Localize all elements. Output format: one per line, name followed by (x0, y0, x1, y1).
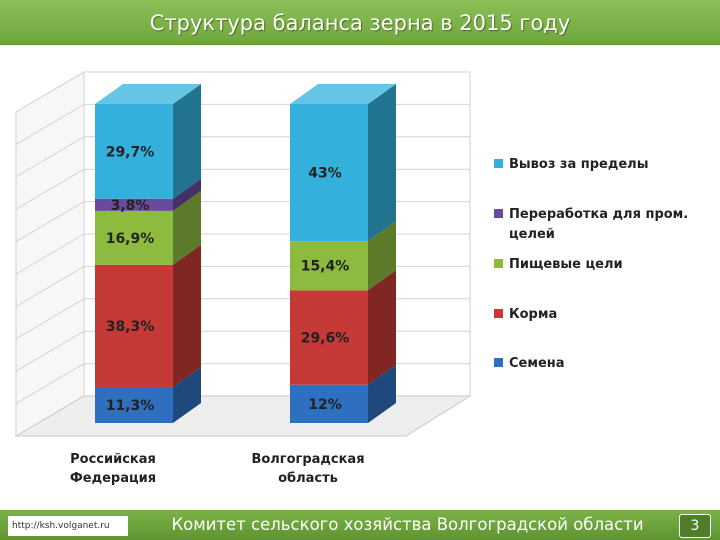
gridline (15, 103, 85, 145)
data-label: 16,9% (106, 231, 155, 247)
bar-top-face (290, 84, 396, 104)
gridline (15, 265, 85, 307)
gridline (15, 330, 85, 372)
data-label: 38,3% (106, 319, 155, 335)
legend-swatch (494, 209, 503, 218)
bar-segment-side (368, 364, 396, 423)
category-label: Российская (70, 452, 156, 467)
gridline (15, 168, 85, 210)
gridline (15, 201, 85, 243)
bar-segment-side (173, 366, 201, 423)
data-label: 15,4% (301, 259, 350, 275)
bar-segment-side (368, 270, 396, 385)
bar-segment (95, 104, 173, 199)
legend-label: Пищевые цели (509, 257, 623, 272)
bar-segment (95, 210, 173, 265)
bar-segment-side (368, 221, 396, 291)
category-label: Федерация (70, 471, 156, 486)
gridline (15, 233, 85, 275)
legend-label: Вывоз за пределы (509, 157, 648, 172)
legend-swatch (494, 259, 503, 268)
bar-segment-side (173, 244, 201, 387)
data-label: 3,8% (111, 198, 150, 214)
gridline (15, 71, 85, 113)
bar-top-face (95, 84, 201, 104)
page-number: 3 (679, 514, 711, 538)
data-label: 43% (308, 166, 342, 182)
footer-organization: Комитет сельского хозяйства Волгоградско… (171, 515, 644, 534)
legend-swatch (494, 358, 503, 367)
bar-segment (290, 384, 368, 423)
legend-label: целей (509, 227, 555, 242)
bar-segment (290, 104, 368, 242)
gridline (15, 363, 85, 405)
category-label: Волгоградская (251, 452, 364, 467)
title-bar (0, 0, 720, 45)
bar-segment (95, 198, 173, 211)
legend-label: Корма (509, 307, 557, 322)
chart: 11,3% 38,3% 16,9% 3,8% 29,7% Российская Федера… (14, 71, 688, 486)
data-label: 12% (308, 397, 342, 413)
bar-segment-side (368, 84, 396, 242)
legend-swatch (494, 309, 503, 318)
bar-segment-side (173, 84, 201, 199)
slide-title: Структура баланса зерна в 2015 году (149, 11, 571, 35)
bar-segment (95, 264, 173, 387)
bar-segment-side (173, 178, 201, 211)
gridline (15, 298, 85, 340)
legend-label: Семена (509, 356, 565, 371)
floor (14, 395, 472, 437)
bar-segment (95, 386, 173, 423)
data-label: 29,7% (106, 144, 155, 160)
legend-label: Переработка для пром. (509, 207, 688, 222)
legend-swatch (494, 159, 503, 168)
bar-segment-side (173, 190, 201, 265)
data-label: 11,3% (106, 398, 155, 414)
bar-segment (290, 241, 368, 291)
category-label: область (278, 471, 338, 486)
footer-url[interactable]: http://ksh.volganet.ru (8, 516, 128, 536)
bar-segment (290, 290, 368, 385)
gridline (15, 136, 85, 178)
data-label: 29,6% (301, 331, 350, 347)
